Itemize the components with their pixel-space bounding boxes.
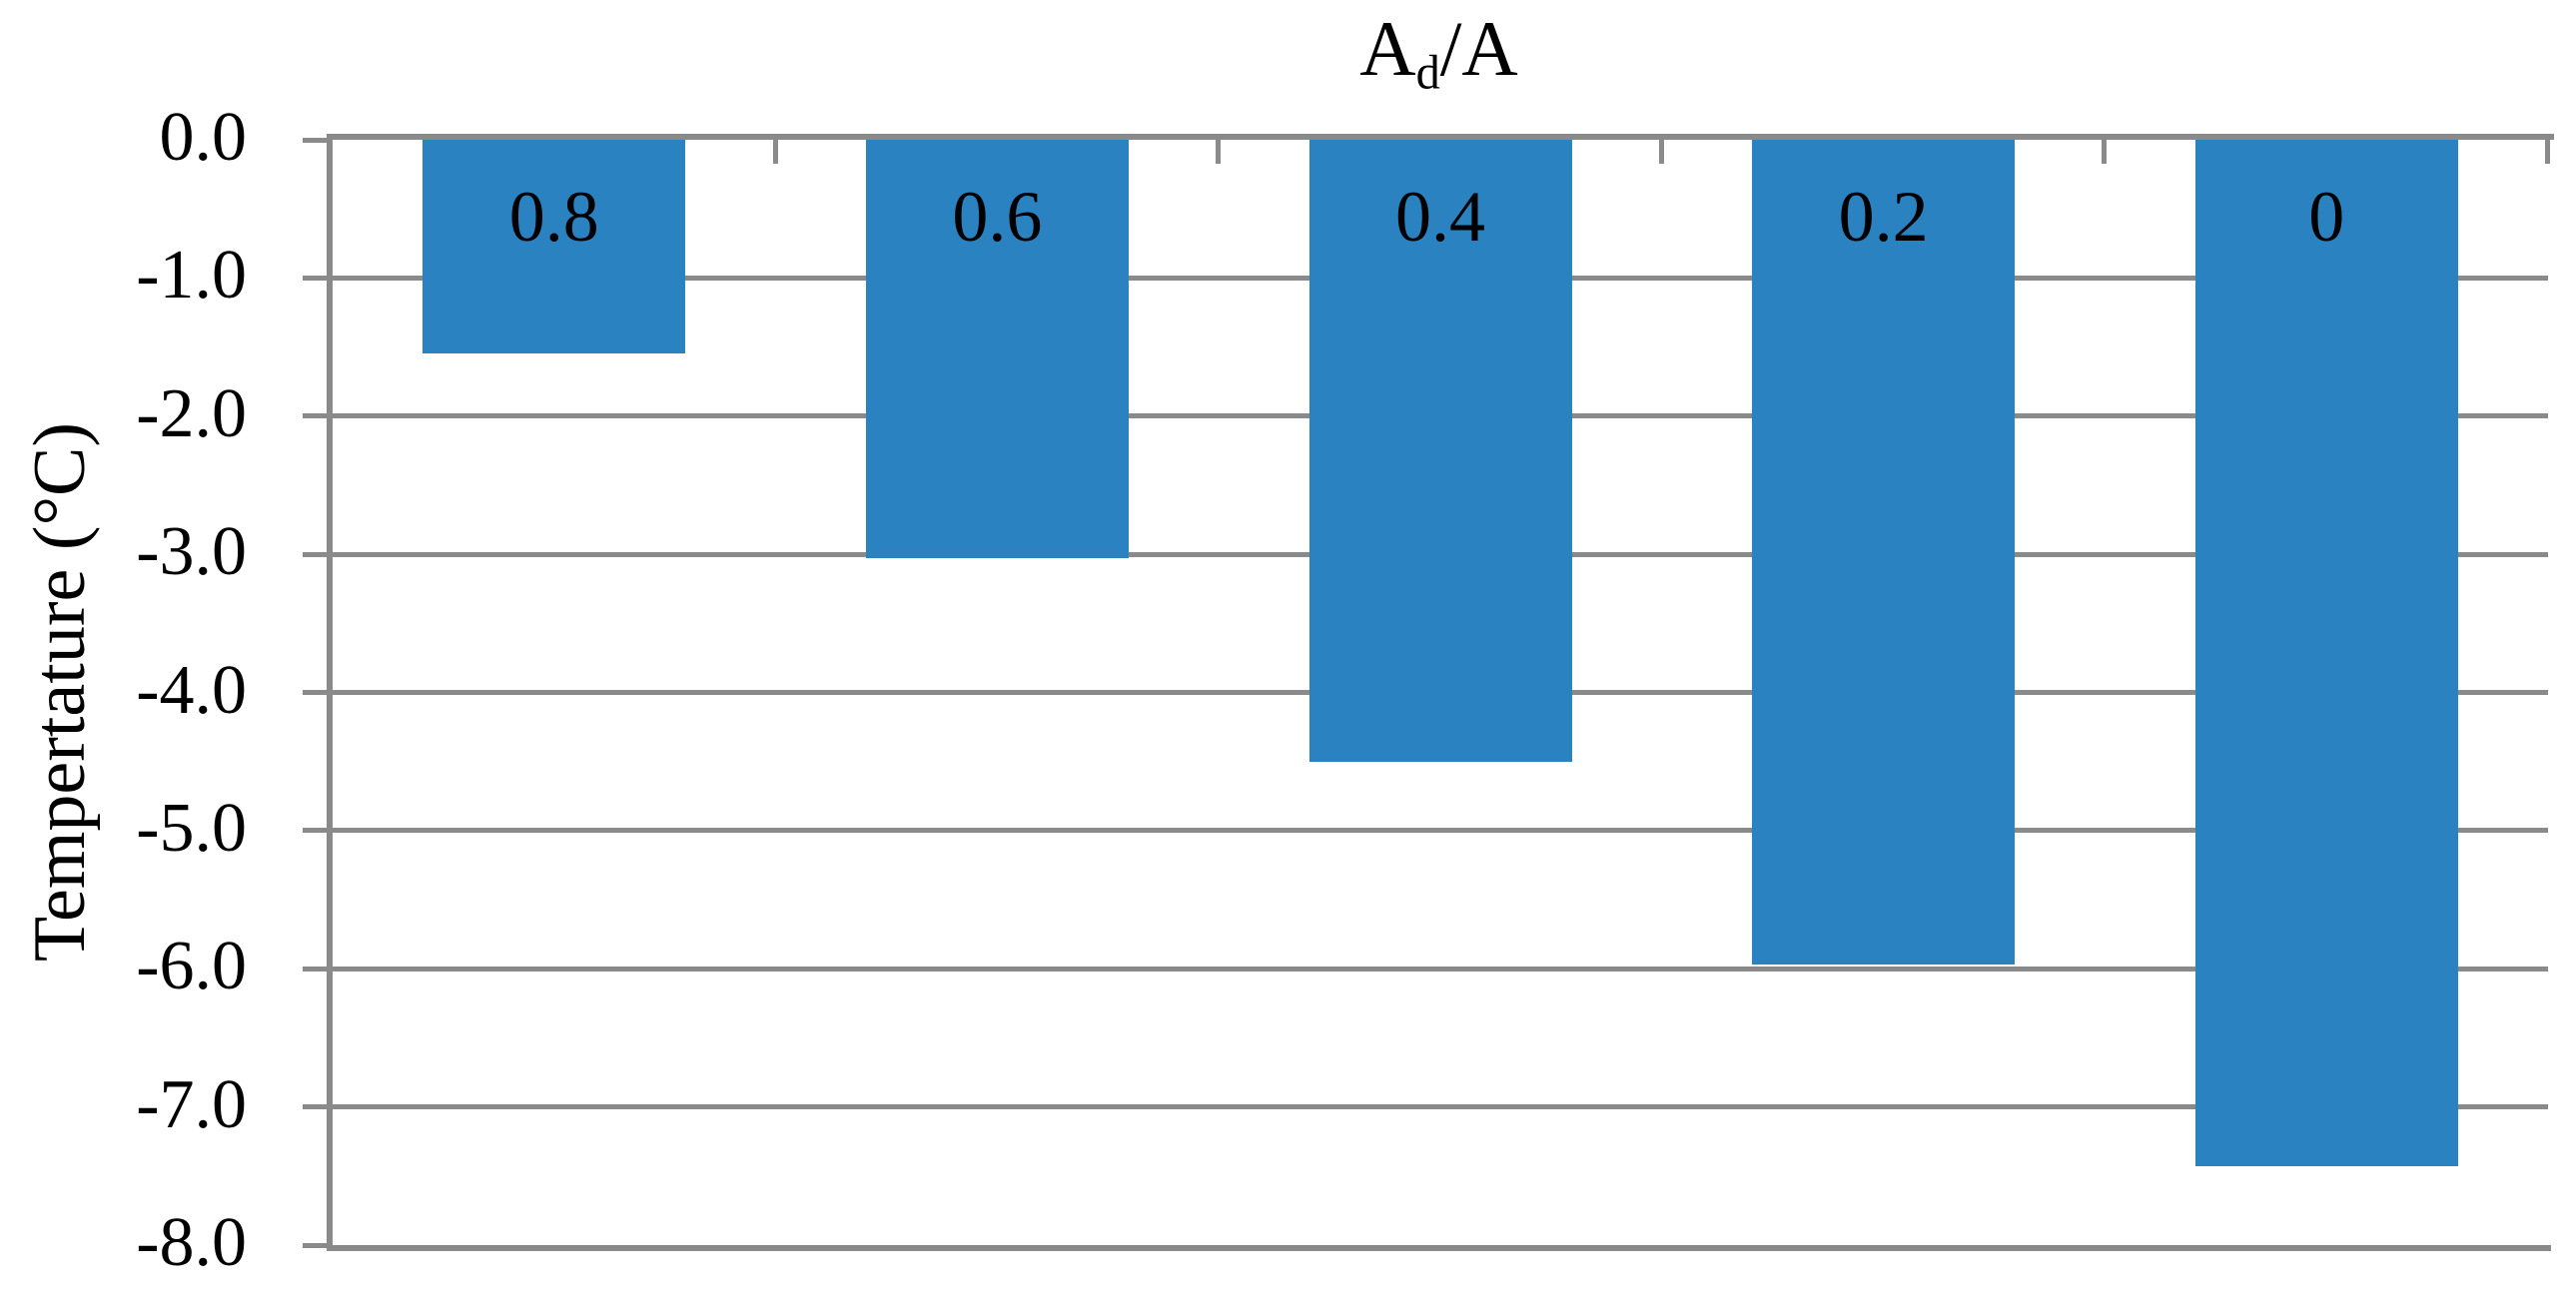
- gridline: [333, 1104, 2548, 1110]
- y-axis-tick: [303, 413, 327, 419]
- chart-title-rest: /A: [1439, 5, 1518, 92]
- bar-label: 0.2: [1838, 177, 1929, 257]
- x-axis-top-line: [327, 134, 2554, 140]
- y-tick-label: -6.0: [136, 928, 247, 1005]
- bar: [2194, 140, 2458, 1167]
- y-tick-label: -7.0: [136, 1065, 247, 1143]
- y-tick-label: -4.0: [136, 651, 247, 729]
- y-axis-tick: [303, 137, 327, 143]
- bar-label: 0.4: [1395, 177, 1485, 257]
- y-axis-tick: [303, 551, 327, 557]
- bar-label: 0.6: [952, 177, 1043, 257]
- y-tick-label: 0.0: [159, 99, 248, 176]
- bar-label: 0: [2308, 177, 2345, 257]
- y-axis-tick: [303, 966, 327, 972]
- y-axis-tick: [303, 1242, 327, 1248]
- x-axis-bottom-line: [327, 1245, 2551, 1251]
- y-axis-line: [327, 134, 333, 1251]
- chart-title-subscript: d: [1415, 46, 1440, 100]
- top-axis-tick: [772, 140, 778, 164]
- y-tick-label: -1.0: [136, 237, 247, 315]
- bar: [423, 140, 686, 354]
- y-axis-tick: [303, 1104, 327, 1110]
- top-axis-tick: [1658, 140, 1664, 164]
- y-axis-tick: [303, 690, 327, 695]
- top-axis-tick: [1216, 140, 1222, 164]
- chart-title: Ad/A: [330, 10, 2548, 98]
- y-axis-tick: [303, 275, 327, 281]
- bar: [865, 140, 1129, 559]
- chart-title-base: A: [1359, 5, 1416, 92]
- gridline: [333, 828, 2548, 834]
- top-axis-tick: [2102, 140, 2108, 164]
- top-axis-tick: [2545, 140, 2550, 164]
- y-tick-label: -3.0: [136, 513, 247, 591]
- y-tick-label: -5.0: [136, 789, 247, 867]
- bar: [1752, 140, 2016, 966]
- bar: [1308, 140, 1572, 762]
- gridline: [333, 966, 2548, 972]
- y-tick-label: -8.0: [136, 1204, 247, 1281]
- y-tick-label: -2.0: [136, 374, 247, 452]
- y-axis-tick: [303, 828, 327, 834]
- bar-label: 0.8: [508, 177, 599, 257]
